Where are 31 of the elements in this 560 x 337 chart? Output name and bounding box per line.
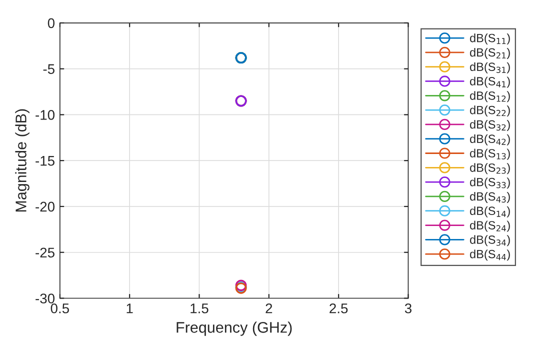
legend-label: dB(S$_{31}$) bbox=[470, 62, 510, 74]
x-tick-label: 2 bbox=[266, 303, 272, 314]
legend-label: dB(S$_{12}$) bbox=[470, 91, 510, 102]
x-tick-label: 1.5 bbox=[190, 304, 208, 314]
legend-label: dB(S$_{11}$) bbox=[470, 34, 510, 45]
legend-label: dB(S$_{23}$) bbox=[470, 163, 510, 174]
y-tick-label: -15 bbox=[36, 156, 54, 166]
y-tick-label: -20 bbox=[36, 202, 55, 212]
y-tick-label: -5 bbox=[43, 64, 54, 74]
x-axis-title: Frequency (GHz) bbox=[176, 322, 292, 336]
legend-label: dB(S$_{24}$) bbox=[470, 220, 510, 232]
y-tick-label: -30 bbox=[36, 294, 55, 304]
y-axis-title: Magnitude (dB) bbox=[15, 109, 30, 212]
legend-label: dB(S$_{14}$) bbox=[470, 206, 510, 218]
legend-label: dB(S$_{22}$) bbox=[470, 106, 510, 117]
x-tick-label: 3 bbox=[404, 303, 412, 314]
y-tick-label: 0 bbox=[48, 18, 55, 28]
x-tick-label: 2.5 bbox=[330, 303, 348, 314]
legend-label: dB(S$_{42}$) bbox=[470, 134, 510, 146]
legend-label: dB(S$_{33}$) bbox=[470, 178, 510, 189]
legend-label: dB(S$_{13}$) bbox=[470, 148, 510, 160]
y-tick-label: -10 bbox=[36, 110, 55, 120]
legend-label: dB(S$_{32}$) bbox=[470, 120, 510, 131]
legend-label: dB(S$_{43}$) bbox=[470, 192, 510, 203]
legend-label: dB(S$_{34}$) bbox=[470, 235, 510, 246]
x-tick-label: 0.5 bbox=[50, 303, 69, 314]
y-tick-label: -25 bbox=[36, 248, 54, 258]
legend-label: dB(S$_{21}$) bbox=[470, 48, 510, 59]
x-tick-label: 1 bbox=[126, 304, 133, 314]
legend-label: dB(S$_{41}$) bbox=[470, 76, 510, 88]
legend-label: dB(S$_{44}$) bbox=[470, 250, 510, 261]
